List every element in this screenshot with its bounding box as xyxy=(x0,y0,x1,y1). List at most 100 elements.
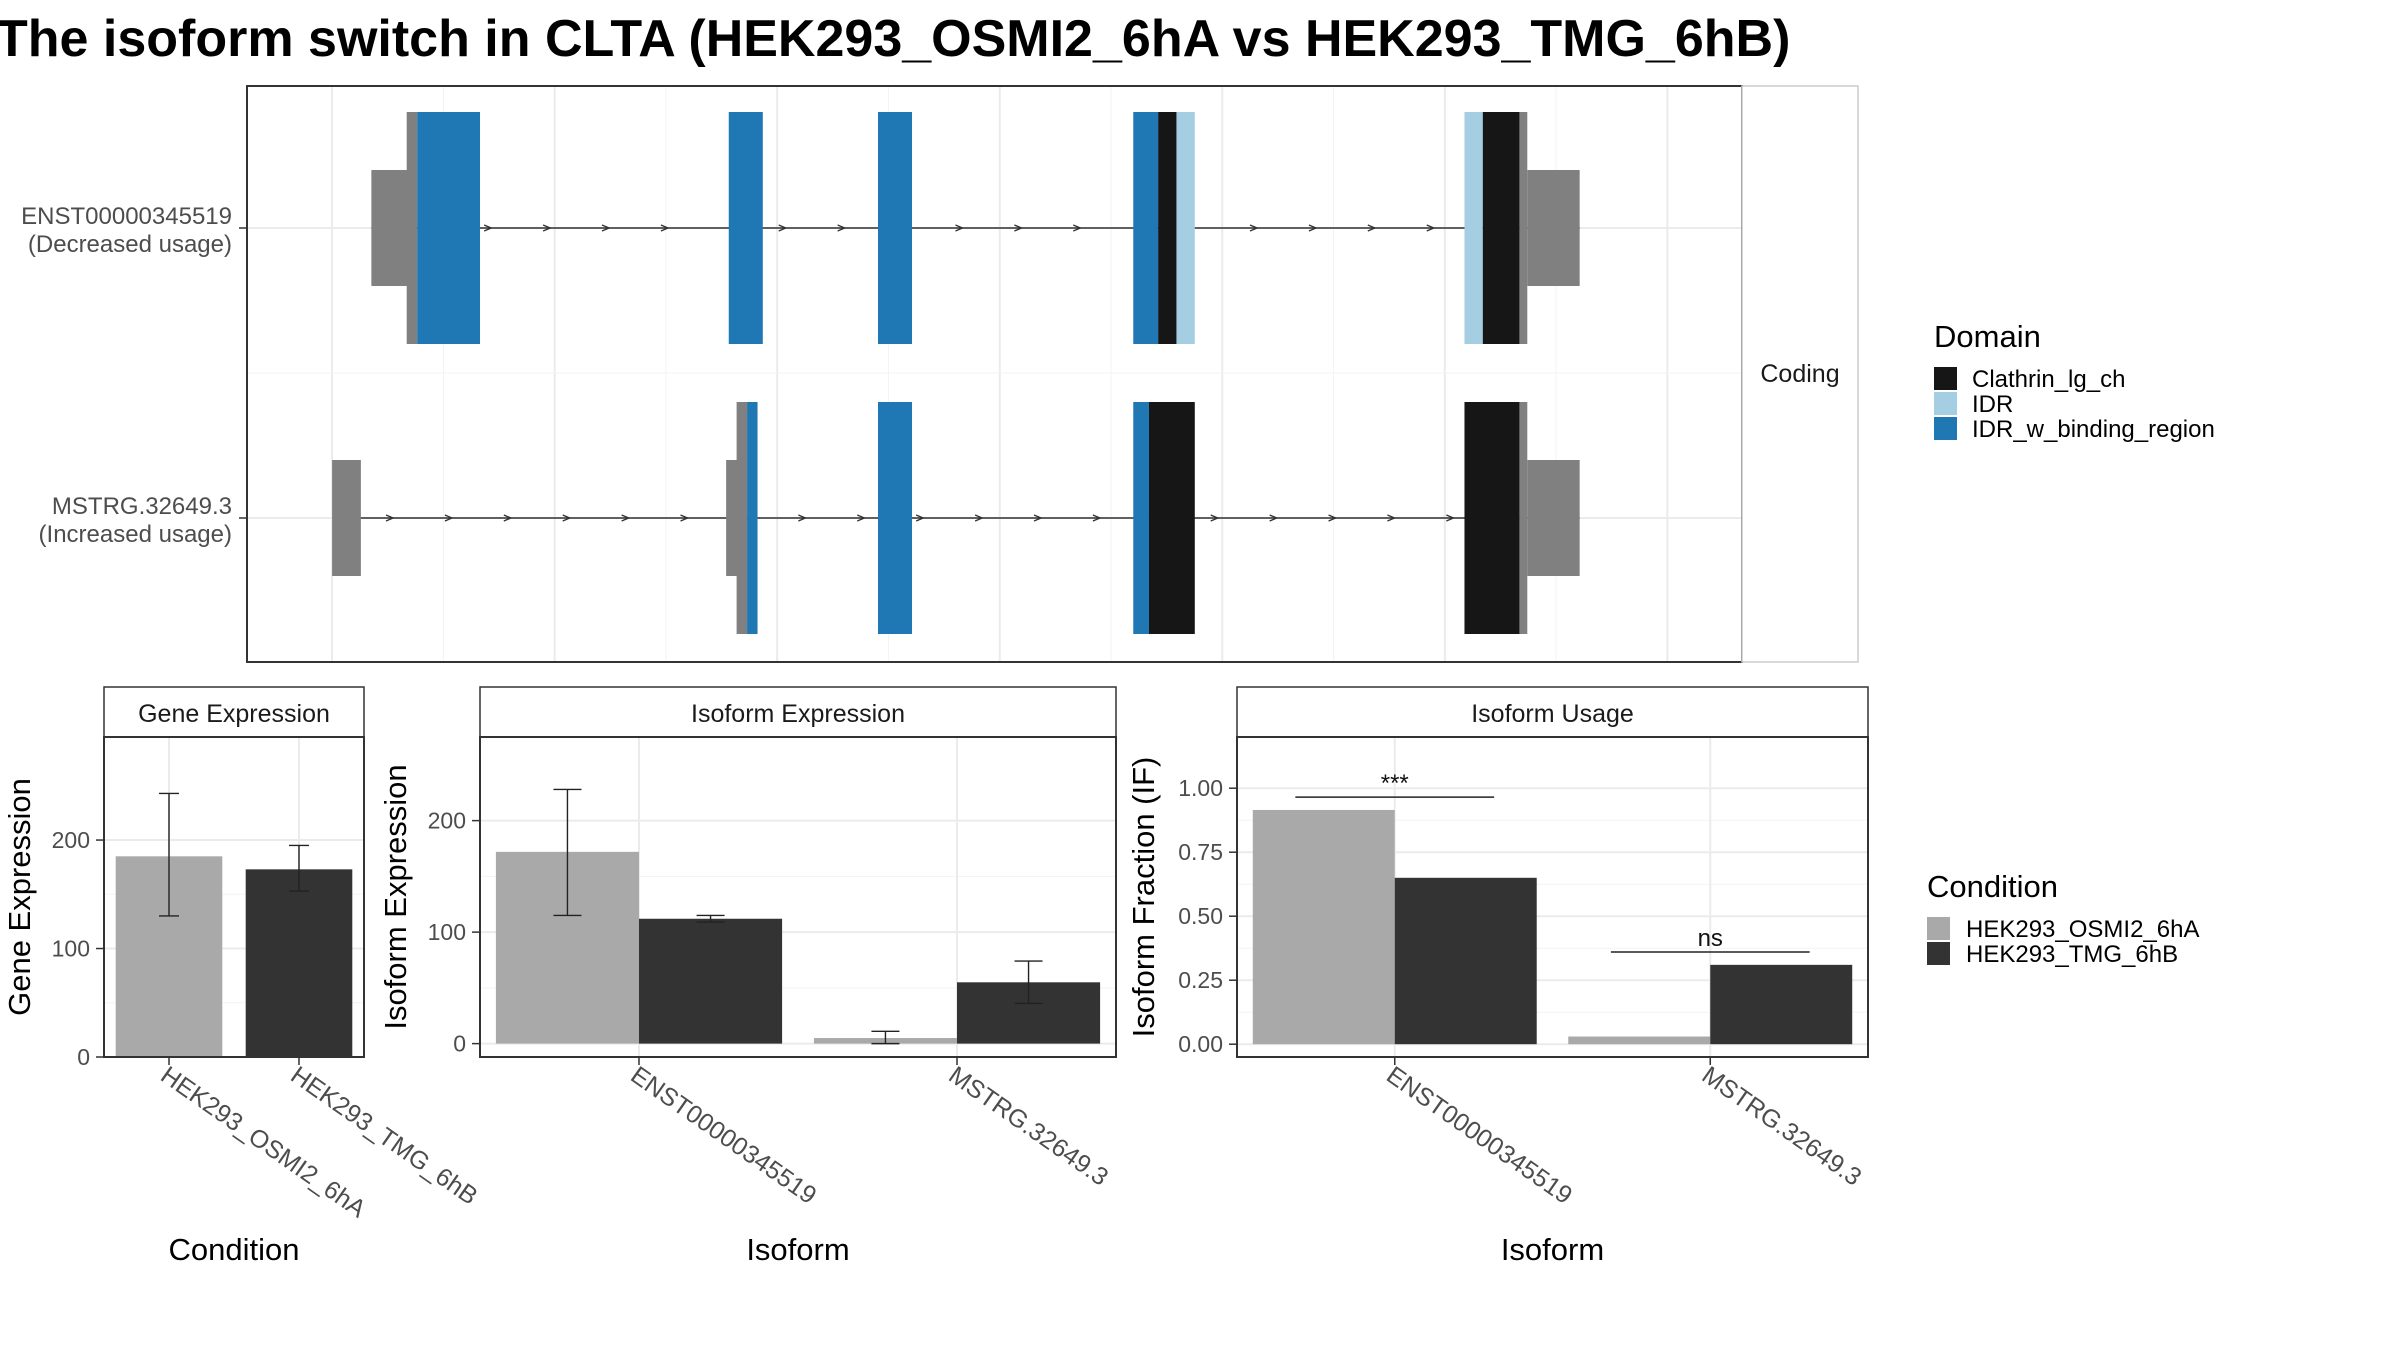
y-tick-label: 0.00 xyxy=(1178,1031,1223,1057)
exon-utr-cds xyxy=(406,112,418,344)
coding-strip xyxy=(1741,85,1859,663)
intron-direction-arrow xyxy=(915,514,925,522)
domain-legend-label: Clathrin_lg_ch xyxy=(1972,366,2125,393)
x-tick-label: ENST00000345519 xyxy=(626,1061,822,1210)
transcript-structure-panel: ENST00000345519(Decreased usage) MSTRG.32… xyxy=(21,85,1859,663)
intron-direction-arrow xyxy=(542,224,552,232)
exon-clathrin-lg-ch xyxy=(1148,402,1195,634)
panel-strip xyxy=(1236,686,1869,738)
x-axis-title: Condition xyxy=(169,1232,300,1267)
intron-direction-arrow xyxy=(562,514,572,522)
exon-utr-cds xyxy=(1519,402,1528,634)
condition-legend-key xyxy=(1927,917,1950,940)
exon-idr-w-binding-region xyxy=(728,112,763,344)
y-tick-label: 0.50 xyxy=(1178,903,1223,929)
y-tick-label: 1.00 xyxy=(1178,775,1223,801)
y-tick-label: 200 xyxy=(52,827,90,853)
exon-clathrin-lg-ch xyxy=(1158,112,1177,344)
intron-direction-arrow xyxy=(1073,224,1083,232)
intron-direction-arrow xyxy=(974,514,984,522)
domain-legend: Domain Clathrin_lg_chIDRIDR_w_binding_reg… xyxy=(1934,319,2215,443)
intron-direction-arrow xyxy=(621,514,631,522)
transcript-usage-label: (Increased usage) xyxy=(39,521,232,548)
transcript-id-label: ENST00000345519 xyxy=(21,203,232,230)
intron-direction-arrow xyxy=(955,224,965,232)
bar xyxy=(1710,964,1853,1045)
exon-utr-cds xyxy=(736,402,748,634)
x-axis-title: Isoform xyxy=(1501,1232,1604,1267)
exon-utr xyxy=(1527,460,1580,576)
intron-direction-arrow xyxy=(680,514,690,522)
intron-direction-arrow xyxy=(1014,224,1024,232)
exon-idr-w-binding-region xyxy=(1133,112,1159,344)
isoform-expression-panel: Isoform Expression 0 100 200 ENST00000345519… xyxy=(378,686,1117,1267)
bar xyxy=(1394,877,1537,1045)
exon-idr xyxy=(1176,112,1195,344)
x-tick-label: MSTRG.32649.3 xyxy=(1697,1061,1867,1192)
intron-direction-arrow xyxy=(798,514,808,522)
intron-direction-arrow xyxy=(503,514,513,522)
domain-legend-label: IDR xyxy=(1972,391,2013,418)
bar xyxy=(1568,1036,1711,1045)
bar xyxy=(1252,809,1395,1045)
intron-direction-arrow xyxy=(1269,514,1279,522)
intron-direction-arrow xyxy=(1328,514,1338,522)
intron-direction-arrow xyxy=(1210,514,1220,522)
exon-idr-w-binding-region xyxy=(1133,402,1149,634)
y-tick-label: 200 xyxy=(428,808,466,834)
intron-direction-arrow xyxy=(778,224,788,232)
intron-direction-arrow xyxy=(444,514,454,522)
bar xyxy=(639,918,783,1044)
domain-legend-label: IDR_w_binding_region xyxy=(1972,416,2215,443)
domain-legend-title: Domain xyxy=(1934,319,2041,354)
isoform-usage-panel: Isoform Usage *** ns 0.00 0.25 0.50 0.75 1.00 EN… xyxy=(1126,686,1869,1267)
figure-title: The isoform switch in CLTA (HEK293_OSMI2… xyxy=(0,10,1790,68)
exon-idr xyxy=(1464,112,1483,344)
intron-direction-arrow xyxy=(1387,514,1397,522)
intron-direction-arrow xyxy=(1308,224,1318,232)
x-tick-label: MSTRG.32649.3 xyxy=(944,1061,1114,1192)
exon-idr-w-binding-region xyxy=(877,112,913,344)
intron-direction-arrow xyxy=(857,514,867,522)
panel-border xyxy=(479,736,1117,1058)
panel-strip-title: Isoform Usage xyxy=(1471,700,1634,728)
panel-border xyxy=(103,736,365,1058)
y-axis-title: Gene Expression xyxy=(2,778,37,1016)
panel-strip-title: Isoform Expression xyxy=(691,700,905,728)
y-tick-label: 0 xyxy=(453,1031,466,1057)
transcript-usage-label: (Decreased usage) xyxy=(28,231,232,258)
intron-direction-arrow xyxy=(385,514,395,522)
significance-label: ns xyxy=(1698,925,1723,952)
exon-utr xyxy=(1527,170,1580,286)
intron-direction-arrow xyxy=(1446,514,1456,522)
domain-legend-key xyxy=(1934,367,1957,390)
intron-direction-arrow xyxy=(1033,514,1043,522)
exon-clathrin-lg-ch xyxy=(1464,402,1520,634)
condition-legend-title: Condition xyxy=(1927,869,2058,904)
intron-direction-arrow xyxy=(1426,224,1436,232)
exon-idr-w-binding-region xyxy=(877,402,913,634)
x-tick-label: HEK293_OSMI2_6hA xyxy=(156,1061,372,1224)
panel-strip xyxy=(479,686,1117,738)
transcript-id-label: MSTRG.32649.3 xyxy=(52,493,232,520)
intron-direction-arrow xyxy=(1092,514,1102,522)
y-axis-title: Isoform Expression xyxy=(378,764,413,1029)
domain-legend-key xyxy=(1934,392,1957,415)
y-tick-label: 0.75 xyxy=(1178,839,1223,865)
bar xyxy=(245,869,353,1057)
condition-legend-label: HEK293_OSMI2_6hA xyxy=(1966,916,2199,943)
significance-label: *** xyxy=(1381,770,1409,797)
y-axis-title: Isoform Fraction (IF) xyxy=(1126,757,1161,1038)
exon-idr-w-binding-region xyxy=(747,402,758,634)
exon-utr-cds xyxy=(1519,112,1528,344)
panel-border xyxy=(1236,736,1869,1058)
y-tick-label: 100 xyxy=(52,936,90,962)
y-tick-label: 0.25 xyxy=(1178,967,1223,993)
panel-strip xyxy=(103,686,365,738)
x-axis-title: Isoform xyxy=(746,1232,849,1267)
intron-direction-arrow xyxy=(1367,224,1377,232)
intron-direction-arrow xyxy=(1249,224,1259,232)
intron-direction-arrow xyxy=(483,224,493,232)
